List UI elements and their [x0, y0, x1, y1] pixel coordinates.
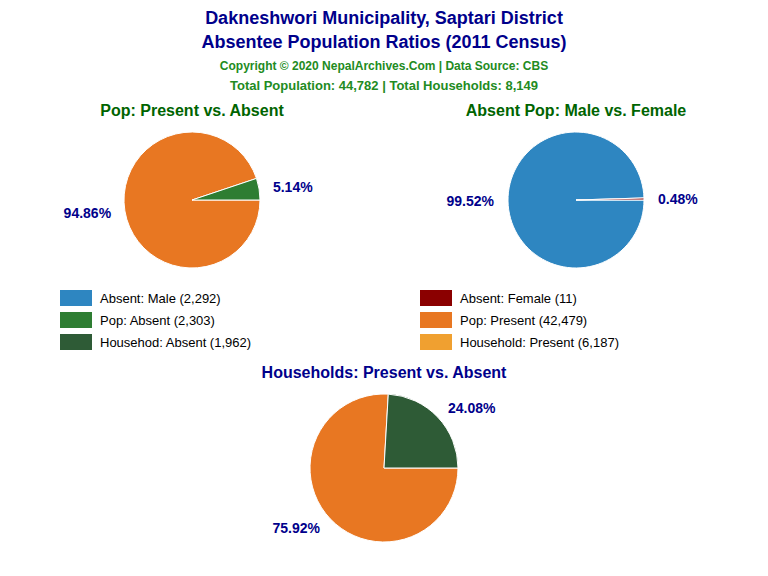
data-label: 99.52%	[447, 193, 495, 209]
annotation: Total Population: 44,782 | Total Househo…	[230, 78, 538, 93]
data-label: 94.86%	[64, 205, 112, 221]
data-label: 5.14%	[273, 179, 313, 195]
legend-swatch	[420, 290, 452, 306]
slice	[192, 178, 260, 200]
legend: Absent: Male (2,292) Absent: Female (11) P…	[60, 290, 619, 350]
legend-swatch	[420, 312, 452, 328]
pie-title: Absent Pop: Male vs. Female	[466, 102, 687, 119]
pie-title: Households: Present vs. Absent	[262, 364, 507, 381]
legend-label: Absent: Male (2,292)	[100, 291, 221, 306]
slice	[576, 198, 644, 200]
data-label: 0.48%	[658, 191, 698, 207]
subtitle: Absentee Population Ratios (2011 Census)	[201, 32, 566, 52]
data-label: 24.08%	[448, 399, 496, 415]
slice	[310, 394, 458, 542]
pie-chart: Pop: Present vs. Absent 94.86% 5.14%	[64, 102, 314, 268]
legend-swatch	[60, 312, 92, 328]
slices	[124, 132, 260, 268]
slice	[384, 394, 458, 468]
data-label: 75.92%	[273, 520, 321, 536]
legend-label: Househod: Absent (1,962)	[100, 335, 251, 350]
legend-label: Absent: Female (11)	[460, 291, 577, 306]
title: Dakneshwori Municipality, Saptari Distri…	[205, 8, 563, 28]
legend-swatch	[60, 290, 92, 306]
slices	[508, 132, 644, 268]
chart: Dakneshwori Municipality, Saptari Distri…	[0, 0, 768, 576]
legend-swatch	[60, 334, 92, 350]
legend-label: Pop: Absent (2,303)	[100, 313, 215, 328]
pie-chart: Absent Pop: Male vs. Female 99.52% 0.48%	[447, 102, 699, 268]
legend-swatch	[420, 334, 452, 350]
legend-label: Household: Present (6,187)	[460, 335, 619, 350]
pie-title: Pop: Present vs. Absent	[100, 102, 284, 119]
pie-chart: Households: Present vs. Absent 75.92% 24.0…	[262, 364, 507, 542]
slice	[508, 132, 644, 268]
legend-label: Pop: Present (42,479)	[460, 313, 587, 328]
slice	[124, 132, 260, 268]
slices	[310, 394, 458, 542]
annotation: Copyright © 2020 NepalArchives.Com | Dat…	[220, 59, 548, 73]
